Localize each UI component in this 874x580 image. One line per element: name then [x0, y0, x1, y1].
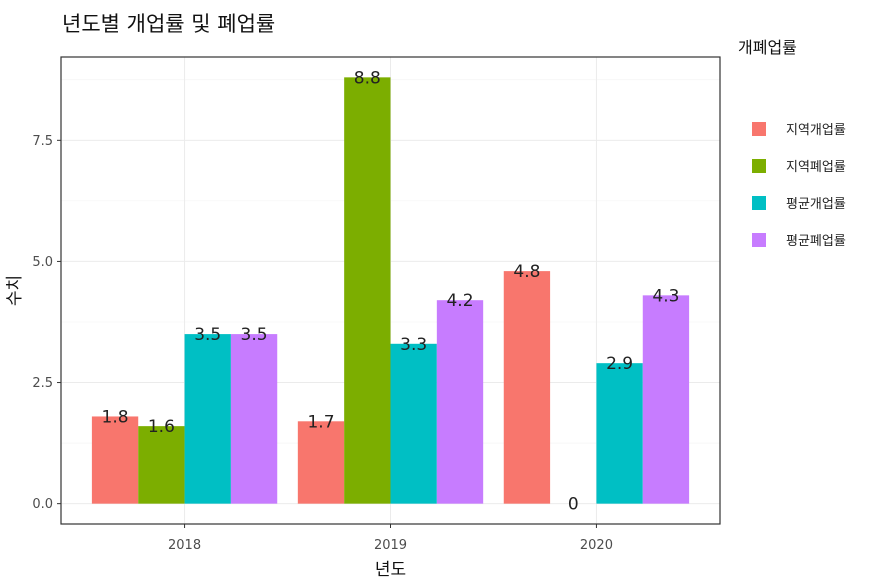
- data-label: 0: [568, 495, 579, 515]
- legend-label: 지역개업률: [786, 123, 846, 138]
- bar: [297, 421, 345, 504]
- y-tick-label: 0.0: [32, 497, 53, 512]
- bar: [184, 334, 231, 504]
- bar: [436, 300, 484, 504]
- legend-title: 개폐업률: [738, 38, 797, 57]
- x-tick-label: 2020: [580, 538, 613, 553]
- data-label: 4.8: [513, 262, 540, 282]
- legend-label: 지역폐업률: [786, 160, 846, 175]
- data-label: 3.5: [194, 325, 221, 345]
- legend-item: 지역폐업률: [752, 147, 846, 184]
- x-axis-title: 년도: [375, 560, 406, 580]
- data-label: 1.7: [307, 412, 334, 432]
- bar: [91, 416, 139, 504]
- bar: [596, 363, 643, 504]
- bar: [642, 295, 690, 504]
- data-label: 3.5: [241, 325, 268, 345]
- data-label: 2.9: [606, 354, 633, 374]
- x-tick-label: 2018: [168, 538, 201, 553]
- legend-item: 평균개업률: [752, 184, 846, 221]
- bars: [91, 77, 690, 504]
- bar: [138, 426, 185, 504]
- chart-title: 년도별 개업률 및 폐업률: [62, 12, 276, 36]
- y-tick-label: 7.5: [32, 134, 53, 149]
- data-label: 3.3: [400, 335, 427, 355]
- x-tick-label: 2019: [374, 538, 407, 553]
- y-axis-title: 수치: [5, 275, 25, 306]
- legend-item: 평균폐업률: [752, 221, 846, 258]
- legend-label: 평균개업률: [786, 197, 846, 212]
- legend-item: 지역개업률: [752, 110, 846, 147]
- bar: [503, 271, 551, 504]
- legend-swatch: [752, 121, 766, 136]
- legend-label: 평균폐업률: [786, 234, 846, 249]
- axes: 0.0 2.5 5.0 7.5 2018 2019 2020: [32, 134, 613, 553]
- legend-swatch: [752, 195, 766, 210]
- legend-swatch: [752, 232, 766, 247]
- data-label: 8.8: [354, 68, 381, 88]
- bar: [230, 334, 278, 504]
- y-tick-label: 5.0: [32, 255, 53, 270]
- y-tick-label: 2.5: [32, 376, 53, 391]
- legend-swatch: [752, 158, 766, 173]
- data-label: 1.8: [102, 407, 129, 427]
- data-label: 1.6: [148, 417, 175, 437]
- bar: [344, 77, 391, 504]
- data-label: 4.3: [652, 286, 679, 306]
- data-label: 4.2: [446, 291, 473, 311]
- bar: [390, 343, 437, 504]
- data-labels: 1.8 1.7 4.8 1.6 8.8 0 3.5 3.3 2.9 3.5 4.2 4.3: [102, 68, 680, 514]
- legend: 지역개업률 지역폐업률 평균개업률 평균폐업률: [752, 110, 846, 258]
